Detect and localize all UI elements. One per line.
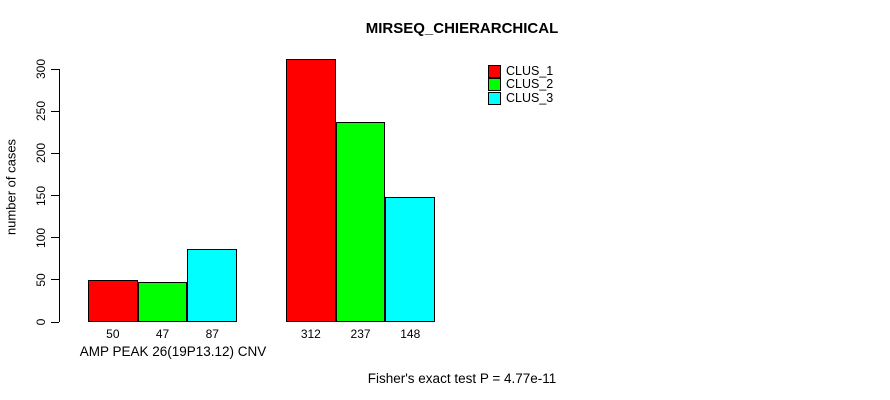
y-axis-label: number of cases <box>3 138 19 236</box>
chart-title: MIRSEQ_CHIERARCHICAL <box>365 20 559 37</box>
y-axis-tick-label: 200 <box>34 143 48 164</box>
legend-item-clus_2: CLUS_2 <box>488 77 554 92</box>
y-axis-tick <box>51 152 59 154</box>
bar-value-label: 312 <box>300 327 321 341</box>
legend-swatch-clus_3 <box>488 91 501 105</box>
legend-item-clus_1: CLUS_1 <box>488 64 554 79</box>
y-axis-tick <box>51 321 59 323</box>
bar-clus_3-group1 <box>187 248 238 322</box>
bar-clus_2-group1 <box>137 282 188 322</box>
legend-label: CLUS_2 <box>506 77 554 92</box>
bar-clus_3-group2 <box>385 197 436 322</box>
y-axis-tick <box>51 68 59 70</box>
bar-clus_2-group2 <box>335 122 386 322</box>
y-axis-tick-label: 50 <box>34 273 48 287</box>
bar-value-label: 148 <box>400 327 421 341</box>
y-axis-tick <box>51 195 59 196</box>
bar-clus_1-group1 <box>88 279 138 322</box>
bar-value-label: 237 <box>350 327 371 341</box>
bar-value-label: 50 <box>106 327 120 341</box>
legend-label: CLUS_3 <box>506 90 554 105</box>
legend-item-clus_3: CLUS_3 <box>488 90 554 105</box>
bar-value-label: 47 <box>155 327 170 341</box>
y-axis-tick-label: 150 <box>34 185 48 206</box>
footnote-text: Fisher's exact test P = 4.77e-11 <box>367 371 557 386</box>
y-axis-tick <box>51 279 59 281</box>
y-axis-tick-label: 0 <box>34 318 48 326</box>
y-axis-tick-label: 100 <box>34 227 48 248</box>
x-axis-group-label: AMP PEAK 26(19P13.12) CNV <box>79 344 267 359</box>
y-axis-tick <box>51 237 59 239</box>
bar-value-label: 87 <box>205 327 219 341</box>
legend-swatch-clus_2 <box>488 78 501 92</box>
legend-label: CLUS_1 <box>506 64 554 79</box>
bar-clus_1-group2 <box>286 58 336 322</box>
y-axis-tick <box>51 110 59 112</box>
legend: CLUS_1 CLUS_2 CLUS_3 <box>488 65 553 105</box>
y-axis-tick-label: 300 <box>34 58 48 80</box>
y-axis-tick-label: 250 <box>34 101 48 122</box>
legend-swatch-clus_1 <box>488 65 501 79</box>
y-axis-line <box>59 69 60 322</box>
